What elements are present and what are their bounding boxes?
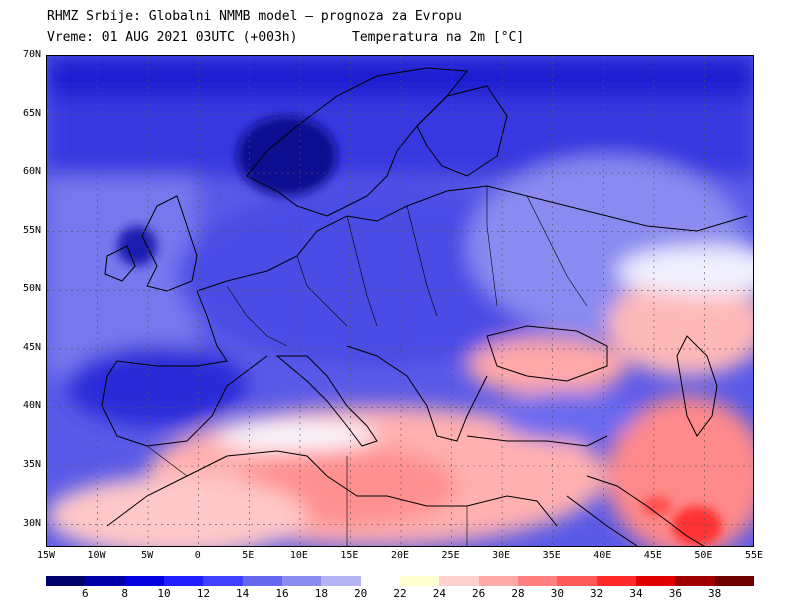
legend-swatch xyxy=(360,576,401,586)
legend-swatch xyxy=(46,576,86,586)
lat-label: 35N xyxy=(22,459,41,470)
coastlines xyxy=(101,67,748,546)
legend-swatch xyxy=(282,576,322,586)
lat-label: 65N xyxy=(22,107,41,119)
legend-swatch xyxy=(518,576,558,586)
lon-label: 45E xyxy=(643,550,662,561)
lat-label: 30N xyxy=(22,517,41,529)
legend-label: 24 xyxy=(432,587,446,600)
legend-swatch xyxy=(164,576,204,586)
temperature-field xyxy=(47,56,753,546)
legend-label: 28 xyxy=(511,587,525,600)
lon-label: 50E xyxy=(694,550,713,561)
legend-swatch xyxy=(714,576,755,586)
lat-label: 55N xyxy=(22,224,41,236)
legend-label: 10 xyxy=(157,587,171,600)
lon-label: 5W xyxy=(141,550,154,561)
borders xyxy=(146,186,588,546)
legend-label: 22 xyxy=(393,587,407,600)
lon-label: 20E xyxy=(390,550,410,561)
legend-swatch xyxy=(321,576,362,586)
lon-label: 25E xyxy=(441,550,460,561)
map-title: RHMZ Srbije: Globalni NMMB model – progn… xyxy=(47,9,462,24)
temperature-map xyxy=(46,55,754,547)
legend-label: 36 xyxy=(668,587,682,600)
legend-swatch xyxy=(85,576,126,586)
legend-swatch xyxy=(596,576,637,586)
legend-swatch xyxy=(675,576,716,586)
variable-label: Temperatura na 2m [°C] xyxy=(352,30,525,45)
lon-label: 0 xyxy=(194,550,201,561)
legend-label: 26 xyxy=(472,587,486,600)
legend-swatch xyxy=(478,576,519,586)
lon-label: 30E xyxy=(492,550,511,561)
legend-label: 32 xyxy=(590,587,604,600)
legend-label: 38 xyxy=(708,587,722,600)
lat-label: 60N xyxy=(22,166,41,178)
legend-label: 14 xyxy=(236,587,250,600)
legend-label: 12 xyxy=(196,587,210,600)
legend-swatch xyxy=(203,576,244,586)
legend-swatch xyxy=(242,576,283,586)
lon-label: 10E xyxy=(289,550,308,561)
lat-label: 40N xyxy=(22,400,41,412)
color-legend xyxy=(46,576,755,586)
lon-label: 5E xyxy=(242,550,255,561)
legend-label: 6 xyxy=(82,587,89,600)
legend-label: 30 xyxy=(550,587,564,600)
legend-label: 34 xyxy=(629,587,643,600)
forecast-time: Vreme: 01 AUG 2021 03UTC (+003h) xyxy=(47,30,298,45)
hot-spots xyxy=(117,116,722,546)
lat-label: 45N xyxy=(22,341,41,353)
legend-label: 8 xyxy=(121,587,128,600)
legend-swatch xyxy=(124,576,165,586)
legend-swatch xyxy=(439,576,480,586)
legend-swatch xyxy=(400,576,440,586)
lon-label: 35E xyxy=(542,550,561,561)
lon-label: 55E xyxy=(744,550,764,561)
lon-label: 40E xyxy=(593,550,612,561)
lon-label: 15W xyxy=(36,550,56,561)
legend-swatch xyxy=(636,576,676,586)
lat-label: 50N xyxy=(22,283,41,295)
lat-label: 70N xyxy=(22,49,41,60)
legend-swatch xyxy=(557,576,598,586)
legend-label: 20 xyxy=(354,587,368,600)
map-canvas xyxy=(47,56,753,546)
legend-label: 16 xyxy=(275,587,289,600)
lon-label: 10W xyxy=(87,550,106,561)
graticule xyxy=(47,56,753,546)
lon-label: 15E xyxy=(340,550,359,561)
legend-label: 18 xyxy=(314,587,328,600)
